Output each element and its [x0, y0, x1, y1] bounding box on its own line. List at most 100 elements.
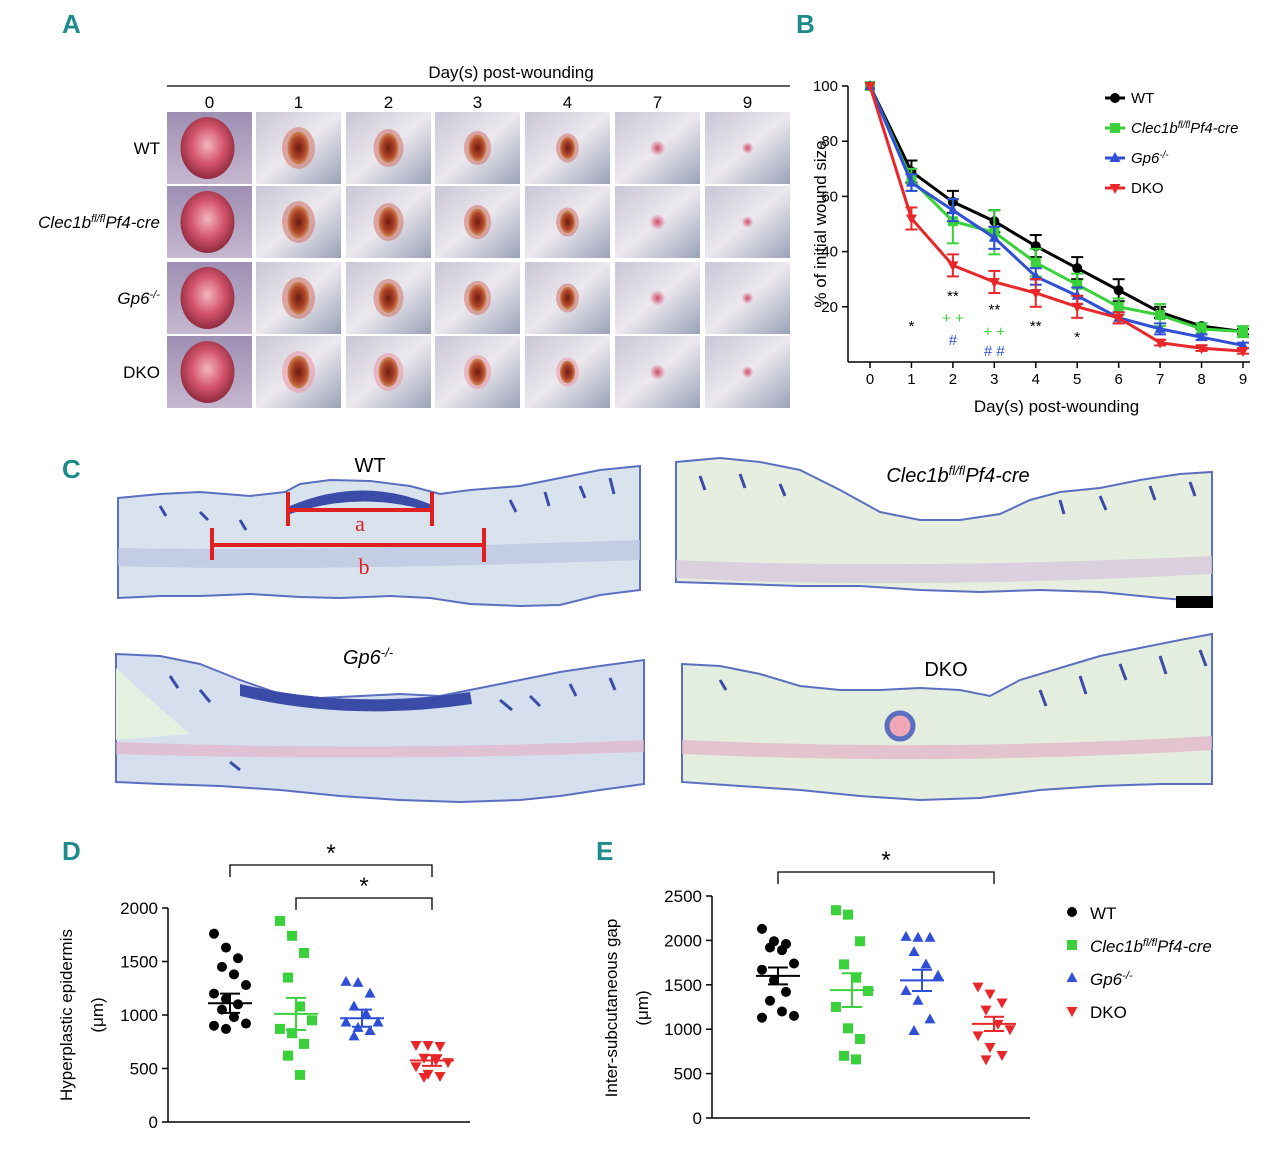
b-y-tick-label: 60	[821, 188, 838, 205]
wound-photo	[346, 262, 431, 334]
b-series-line	[868, 85, 1244, 347]
b-legend-marker	[1109, 152, 1121, 162]
day-label: 9	[743, 93, 752, 112]
data-point	[410, 1062, 422, 1073]
data-point	[364, 1025, 376, 1036]
wound-scab	[559, 210, 576, 234]
wound-area	[180, 267, 235, 329]
e-legend-marker	[1067, 940, 1077, 950]
wound-remnant	[741, 216, 754, 228]
wound-photo	[256, 262, 341, 334]
histology-dko-band	[682, 736, 1212, 760]
label-tail: Pf4-cre	[965, 465, 1029, 487]
b-y-tick-label: 40	[821, 244, 838, 261]
histology-dko	[681, 632, 1213, 802]
histology-gp6-tissue	[115, 652, 645, 804]
b-legend-marker	[1109, 184, 1121, 194]
panel-b-wound-size-chart: 20 40 60 80 100 0 1 2 3 4 5 6 7 8 9 Day(s) post-woundin…	[811, 78, 1250, 416]
wound-photo	[525, 186, 610, 258]
data-point	[855, 1033, 865, 1044]
panel-d-epidermis-chart: 0 500 1000 1500 2000 Hyperplastic epidermis (μ…	[57, 840, 470, 1132]
wound-photo	[615, 186, 700, 258]
histology-wt-epidermis	[290, 490, 432, 514]
row-label: Gp6-/-	[117, 289, 160, 308]
b-data-point	[988, 231, 1000, 242]
histology-wt-dermis-band	[118, 540, 640, 568]
b-data-point	[1155, 310, 1166, 321]
wound-photo	[435, 262, 520, 334]
data-point	[209, 1020, 219, 1031]
data-point	[209, 988, 219, 999]
wound-remnant	[741, 366, 754, 378]
data-point	[340, 975, 352, 986]
wound-photo	[167, 336, 252, 408]
data-point	[221, 942, 231, 953]
wound-area	[180, 191, 235, 253]
row-label: Clec1bfl/flPf4-cre	[38, 213, 160, 232]
b-data-point	[864, 82, 876, 92]
day-label: 2	[384, 93, 393, 112]
b-y-axis-label: % of initial wound size	[811, 140, 830, 307]
b-legend-marker	[1110, 123, 1120, 133]
data-point	[900, 985, 912, 996]
b-x-tick-label: 6	[1114, 371, 1122, 388]
series	[208, 928, 252, 1034]
bracket-star: *	[881, 847, 890, 874]
b-y-tick-label: 20	[821, 299, 838, 316]
series	[900, 930, 944, 1035]
data-point	[769, 975, 779, 986]
e-legend: WT Clec1bfl/flPf4-cre Gp6-/- DKO	[1066, 904, 1212, 1022]
data-point	[851, 1054, 861, 1065]
b-data-point	[988, 277, 1000, 288]
b-data-point	[1030, 257, 1041, 268]
histology-wt-tissue	[117, 464, 641, 608]
wound-photo	[256, 336, 341, 408]
b-data-point	[905, 176, 917, 187]
panel-a-header: Day(s) post-wounding	[428, 63, 593, 82]
e-legend-label: WT	[1090, 904, 1116, 923]
y-tick-label: 2000	[664, 931, 702, 950]
histology-dko-label-text: DKO	[924, 659, 967, 681]
data-point	[984, 989, 996, 1000]
d-significance-bracket: *	[229, 840, 433, 877]
b-legend-label: Gp6-/-	[1131, 150, 1169, 168]
data-point	[275, 915, 285, 926]
data-point	[434, 1042, 446, 1053]
data-point	[789, 958, 799, 969]
label-superscript: fl/fl	[91, 213, 106, 225]
data-point	[275, 1023, 285, 1034]
e-legend-label: DKO	[1090, 1003, 1127, 1022]
data-point	[352, 976, 364, 987]
wound-scab	[559, 286, 576, 310]
wound-scab	[559, 360, 576, 384]
y-tick-label: 1500	[120, 953, 158, 972]
wound-remnant	[741, 142, 754, 154]
b-data-point	[1071, 302, 1083, 313]
b-x-tick-label: 8	[1197, 371, 1205, 388]
wound-remnant	[649, 140, 666, 156]
histology-clec-label-text: Clec1bfl/flPf4-cre	[886, 463, 1029, 488]
y-tick-label: 1500	[664, 976, 702, 995]
data-point	[348, 1000, 360, 1011]
y-tick-label: 2500	[664, 887, 702, 906]
wound-photo	[525, 336, 610, 408]
histology-dko-tissue	[681, 632, 1213, 802]
wound-photo	[525, 262, 610, 334]
label-superscript: -/-	[381, 645, 394, 660]
data-point	[777, 945, 787, 956]
row-label: DKO	[123, 363, 160, 382]
label-base: DKO	[1090, 1003, 1127, 1022]
data-point	[283, 972, 293, 983]
y-tick-label: 0	[149, 1113, 158, 1132]
b-significance-mark: # #	[984, 343, 1006, 360]
b-data-point	[1030, 289, 1042, 299]
b-data-point	[1113, 301, 1124, 312]
panel-e-gap-chart: 0 500 1000 1500 2000 2500 Inter-subcutaneous g…	[602, 847, 1212, 1128]
series	[274, 915, 318, 1080]
panel-letter-a: A	[62, 9, 81, 39]
wound-scab	[287, 131, 310, 165]
label-superscript: -/-	[1122, 970, 1133, 982]
series	[830, 905, 874, 1065]
data-point	[851, 972, 861, 983]
data-point	[980, 1055, 992, 1066]
